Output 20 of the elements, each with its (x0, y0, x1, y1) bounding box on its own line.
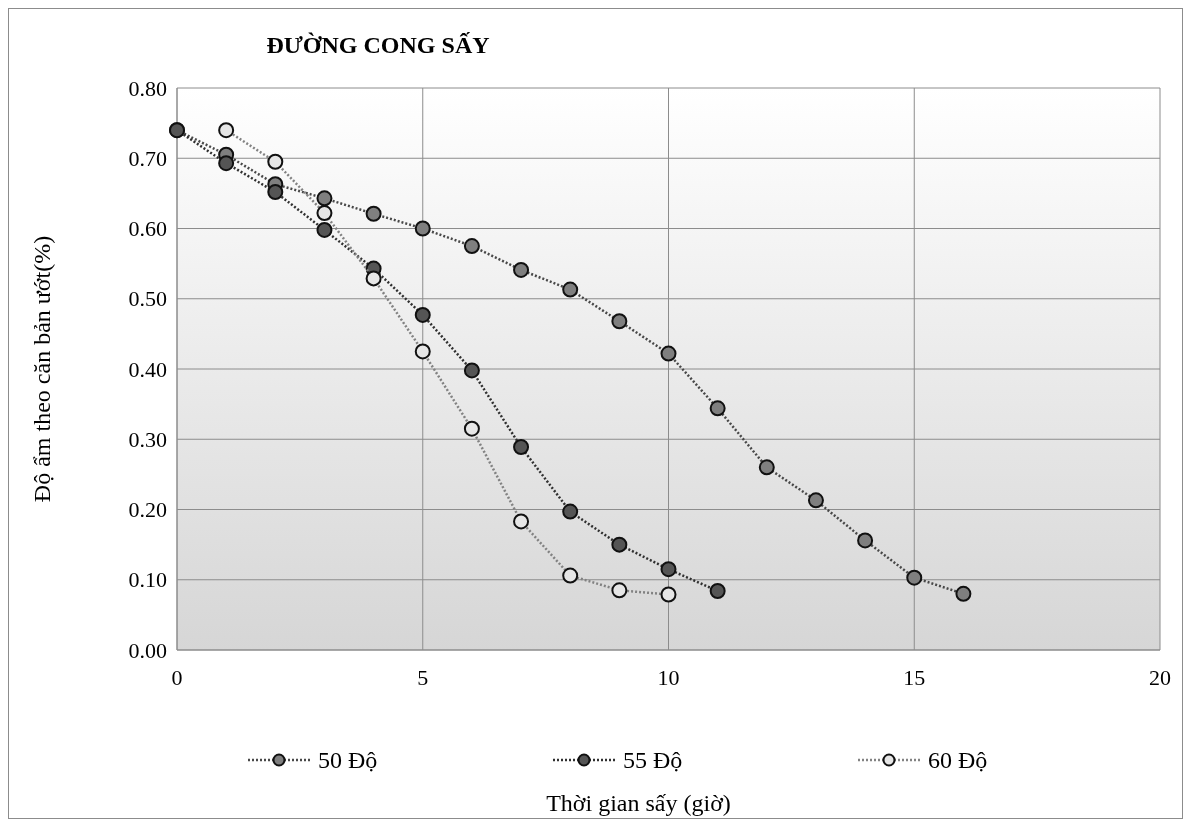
y-tick-label: 0.00 (128, 637, 167, 663)
legend-label: 50 Độ (318, 747, 378, 774)
legend-label: 55 Độ (623, 747, 683, 774)
x-tick-label: 20 (1149, 665, 1171, 690)
y-tick-label: 0.40 (128, 356, 167, 382)
y-tick-label: 0.70 (128, 145, 167, 171)
y-tick-label: 0.20 (128, 497, 167, 523)
x-tick-label: 5 (417, 665, 429, 690)
y-tick-label: 0.60 (128, 216, 167, 242)
y-tick-label: 0.10 (128, 567, 167, 593)
y-tick-label: 0.50 (128, 286, 167, 312)
y-tick-label: 0.30 (128, 426, 167, 452)
x-tick-label: 0 (171, 665, 183, 690)
y-axis-title: Độ ẩm theo căn bản ướt(%) (29, 235, 55, 503)
x-axis-title: Thời gian sấy (giờ) (546, 790, 731, 816)
legend-label: 60 Độ (928, 747, 988, 774)
x-tick-label: 10 (657, 665, 680, 690)
x-tick-label: 15 (903, 665, 926, 690)
y-tick-label: 0.80 (128, 75, 167, 101)
chart-title: ĐƯỜNG CONG SẤY (266, 32, 490, 58)
